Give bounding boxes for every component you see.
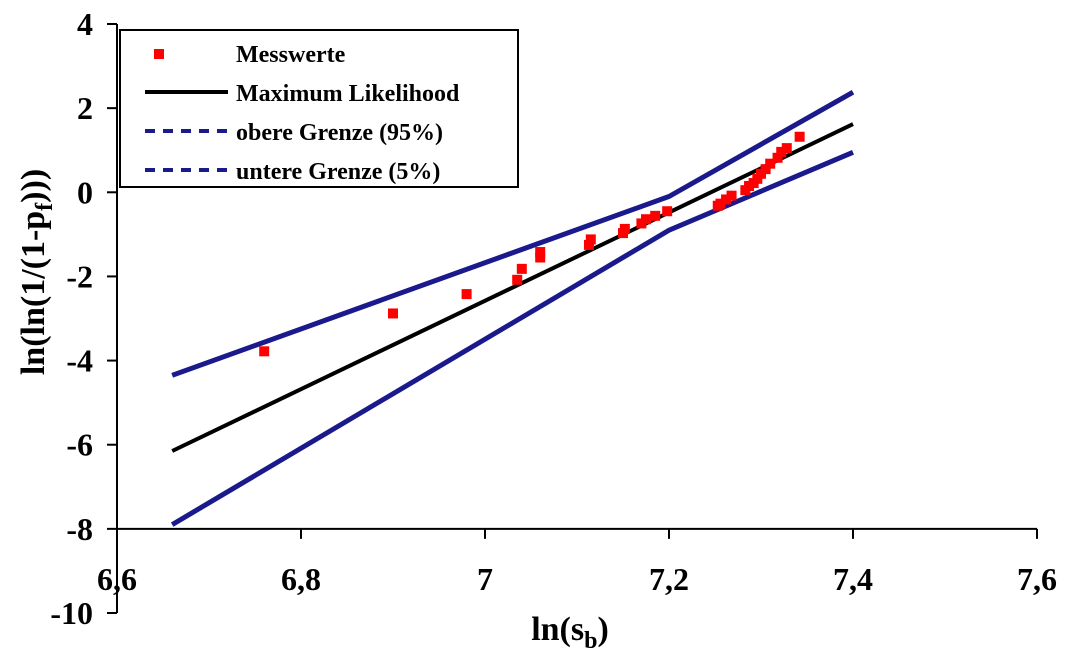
y-tick-label: -6 [66, 427, 93, 463]
data-point-messwerte [535, 247, 546, 258]
x-axis-label-main: ln(s [531, 611, 584, 648]
y-tick-label: 4 [77, 6, 93, 42]
y-tick-label: -2 [66, 258, 93, 294]
tick-labels: 4 2 0 -2 -4 -6 -8 -106,6 6,8 7 7,2 7,4 7,6 [50, 6, 1057, 631]
data-point-messwerte [535, 252, 546, 263]
data-point-messwerte [583, 239, 594, 250]
x-axis-label: ln(sb) [531, 611, 609, 653]
data-point-messwerte [726, 190, 737, 201]
legend: Messwerte Maximum Likelihood obere Grenz… [119, 29, 519, 188]
x-tick-label: 6,8 [281, 561, 321, 597]
data-point-messwerte [760, 164, 771, 175]
data-point-messwerte [752, 173, 763, 184]
data-point-messwerte [259, 346, 270, 357]
x-tick-label: 7,6 [1017, 561, 1057, 597]
y-axis-label: ln(ln(1/(1-pf))) [15, 169, 58, 375]
legend-box [119, 29, 519, 188]
y-tick-label: -4 [66, 343, 93, 379]
legend-label-maximum-likelihood: Maximum Likelihood [236, 81, 460, 107]
data-point-messwerte [512, 274, 523, 285]
x-axis-label-sub: b [584, 628, 597, 653]
axes [107, 23, 1038, 614]
data-point-messwerte [461, 289, 472, 300]
legend-marker-messwerte [154, 49, 164, 59]
y-tick-label: 0 [77, 174, 93, 210]
y-axis-label-sub: f [32, 202, 58, 211]
x-tick-label: 7,4 [833, 561, 873, 597]
data-point-messwerte [641, 214, 651, 225]
data-point-messwerte [715, 198, 726, 209]
x-tick-label: 7,2 [649, 561, 689, 597]
x-axis-label-end: ) [597, 611, 608, 648]
y-tick-label: -8 [66, 511, 93, 547]
legend-label-untere-grenze: untere Grenze (5%) [236, 159, 440, 185]
data-point-messwerte [388, 308, 398, 319]
series-line-untere-grenze-5 [170, 149, 854, 527]
legend-label-obere-grenze: obere Grenze (95%) [236, 120, 443, 146]
series-line-obere-grenze-95 [171, 90, 855, 378]
y-axis-label-end: ))) [15, 169, 52, 203]
data-point-messwerte [776, 146, 787, 157]
legend-label-messwerte: Messwerte [236, 42, 346, 68]
y-tick-label: 2 [77, 90, 93, 126]
y-axis-label-main: ln(ln(1/(1-p [15, 211, 52, 375]
data-point-messwerte [662, 206, 673, 217]
data-point-messwerte [772, 152, 783, 163]
series-layer [170, 90, 855, 527]
data-point-messwerte [619, 223, 630, 234]
data-point-messwerte [721, 194, 732, 205]
data-point-messwerte [781, 143, 792, 154]
y-tick-label: -10 [50, 595, 93, 631]
data-point-messwerte [516, 263, 527, 274]
x-tick-label: 6,6 [97, 561, 137, 597]
data-point-messwerte [650, 210, 661, 221]
data-point-messwerte [585, 234, 596, 245]
series-line-maximum-likelihood [171, 122, 854, 453]
data-point-messwerte [765, 158, 776, 169]
data-point-messwerte [794, 131, 805, 142]
x-tick-label: 7 [477, 561, 493, 597]
